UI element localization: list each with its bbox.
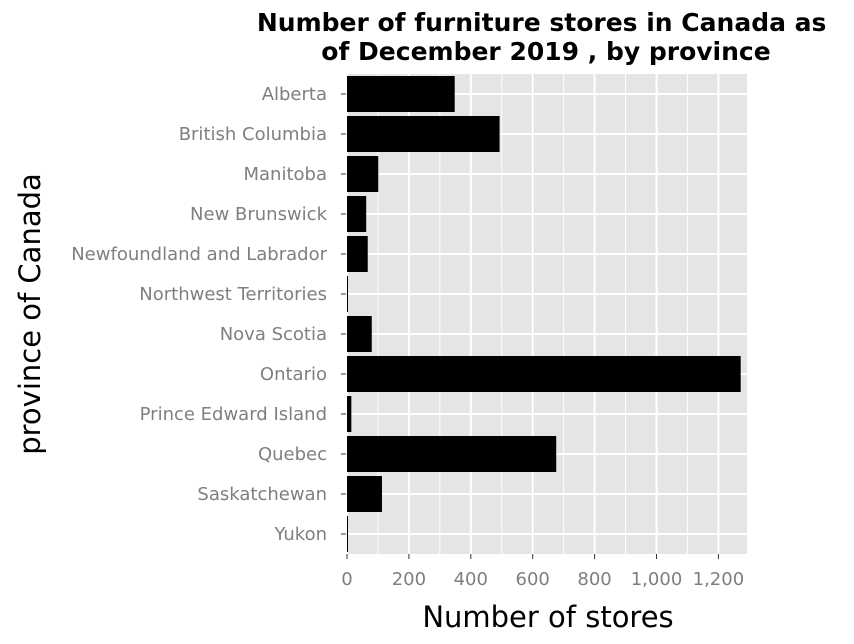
- y-axis-ticks: Alberta British Columbia Manitoba New Bruns…: [71, 84, 346, 545]
- bar: [347, 156, 378, 192]
- x-tick-label: 200: [392, 569, 426, 590]
- bar: [347, 116, 500, 152]
- bar: [347, 276, 348, 312]
- bar: [347, 76, 455, 112]
- bar: [347, 436, 556, 472]
- chart-title-line-1: Number of furniture stores in Canada as: [257, 8, 827, 37]
- y-tick-label: New Brunswick: [190, 204, 328, 225]
- x-axis-label: Number of stores: [422, 600, 673, 634]
- bar: [347, 396, 351, 432]
- bar: [347, 516, 348, 552]
- chart-title-line-2: of December 2019 , by province: [321, 37, 770, 66]
- y-tick-label: Prince Edward Island: [140, 404, 327, 425]
- bar: [347, 356, 741, 392]
- y-tick-label: British Columbia: [179, 124, 327, 145]
- bar: [347, 196, 366, 232]
- bar: [347, 476, 382, 512]
- y-tick-label: Newfoundland and Labrador: [71, 244, 327, 265]
- x-tick-label: 400: [454, 569, 488, 590]
- y-tick-label: Saskatchewan: [197, 484, 327, 505]
- x-tick-label: 1,200: [693, 569, 745, 590]
- x-axis-ticks: 0 200 400 600 800 1,000 1,200: [341, 554, 744, 590]
- y-tick-label: Nova Scotia: [220, 324, 327, 345]
- x-tick-label: 1,000: [631, 569, 683, 590]
- bar: [347, 316, 372, 352]
- x-tick-label: 0: [341, 569, 352, 590]
- y-tick-label: Manitoba: [244, 164, 328, 185]
- x-tick-label: 600: [516, 569, 550, 590]
- chart-title: Number of furniture stores in Canada as …: [257, 8, 835, 66]
- y-tick-label: Ontario: [260, 364, 327, 385]
- y-tick-label: Quebec: [258, 444, 327, 465]
- bar: [347, 236, 368, 272]
- y-tick-label: Northwest Territories: [139, 284, 327, 305]
- y-tick-label: Yukon: [273, 524, 327, 545]
- y-tick-label: Alberta: [262, 84, 327, 105]
- y-axis-label: province of Canada: [13, 173, 47, 455]
- x-tick-label: 800: [577, 569, 611, 590]
